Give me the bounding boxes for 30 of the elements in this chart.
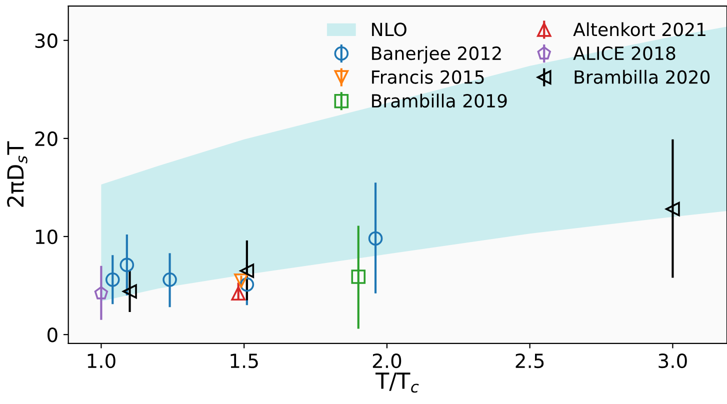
point xyxy=(122,284,137,299)
x-tick-label: 2.5 xyxy=(516,353,544,368)
point xyxy=(240,277,254,292)
point xyxy=(162,272,177,287)
x-axis-title: T/T$_{c}$ xyxy=(375,372,419,393)
y-tick-label: 0 xyxy=(48,328,58,342)
y-tick-label: 20 xyxy=(35,131,58,146)
point xyxy=(105,272,120,287)
y-tick-label: 30 xyxy=(35,33,58,48)
x-tick-label: 3.0 xyxy=(658,353,687,368)
point xyxy=(94,286,108,300)
point xyxy=(368,231,383,246)
legend-label: Francis 2015 xyxy=(372,70,484,84)
point xyxy=(351,270,366,284)
legend-label: Brambilla 2019 xyxy=(372,94,507,108)
legend-label: NLO xyxy=(372,22,406,36)
y-tick-label: 10 xyxy=(36,229,58,244)
x-tick-label: 1.0 xyxy=(88,353,116,368)
x-tick-label: 1.5 xyxy=(230,354,258,368)
point xyxy=(666,202,680,216)
legend-label: Altenkort 2021 xyxy=(573,22,706,36)
point xyxy=(231,286,246,301)
y-axis-title: 2πD$_{s}$T xyxy=(7,141,28,207)
legend-label: Brambilla 2020 xyxy=(574,70,710,84)
legend-label: ALICE 2018 xyxy=(573,46,676,60)
point xyxy=(120,258,134,272)
point xyxy=(234,273,248,288)
point xyxy=(240,264,254,278)
legend-label: Banerjee 2012 xyxy=(372,46,501,64)
x-tick-label: 2.0 xyxy=(372,353,402,368)
